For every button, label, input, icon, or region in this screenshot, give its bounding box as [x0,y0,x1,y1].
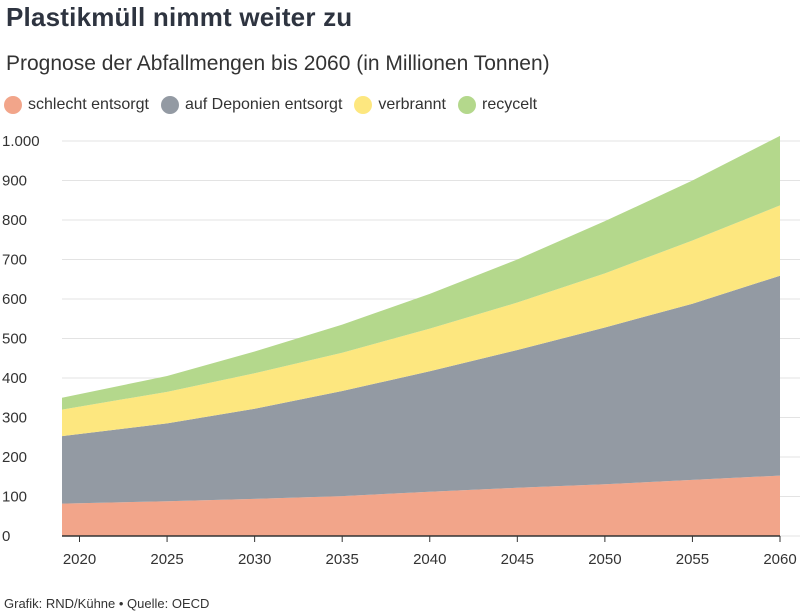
legend-label: schlecht entsorgt [28,96,149,113]
y-tick-label: 1.000 [2,133,40,150]
legend-label: auf Deponien entsorgt [184,96,343,113]
chart-title: Plastikmüll nimmt weiter zu [6,2,353,32]
legend-item-1: schlecht entsorgt [4,96,149,114]
legend-item-4: recycelt [458,96,537,114]
y-tick-label: 100 [2,489,27,506]
x-tick-label: 2020 [63,551,96,568]
y-tick-label: 600 [2,291,27,308]
legend-label: verbrannt [378,96,446,113]
legend-item-3: verbrannt [354,96,446,114]
area-schlecht-entsorgt [62,475,780,536]
area-auf-Deponien-entsorgt [62,275,780,504]
legend-swatch [458,96,476,114]
x-tick-label: 2025 [150,551,183,568]
legend-swatch [4,96,22,114]
y-tick-label: 900 [2,173,27,190]
legend: schlecht entsorgt auf Deponien entsorgt ve… [4,94,549,116]
y-tick-label: 400 [2,370,27,387]
x-tick-label: 2055 [676,551,709,568]
x-tick-label: 2050 [588,551,621,568]
legend-swatch [354,96,373,114]
x-tick-label: 2040 [413,551,446,568]
source-footer: Grafik: RND/Kühne • Quelle: OECD [4,596,210,611]
x-tick-label: 2035 [326,551,359,568]
y-tick-label: 0 [2,528,10,545]
y-tick-label: 500 [2,331,27,348]
y-tick-label: 300 [2,410,27,427]
legend-label: recycelt [482,96,538,113]
x-tick-label: 2030 [238,551,271,568]
x-tick-label: 2045 [501,551,534,568]
legend-swatch [160,96,179,114]
area-verbrannt [62,205,780,437]
chart-subtitle: Prognose der Abfallmengen bis 2060 (in M… [6,52,550,75]
legend-item-2: auf Deponien entsorgt [160,96,343,114]
y-tick-label: 700 [2,252,27,269]
area-chart: 0 100 200 300 400 500 600 700 800 900 1.000 2020 202… [2,133,800,568]
y-tick-label: 200 [2,449,27,466]
y-tick-label: 800 [2,212,27,229]
x-tick-label: 2060 [763,551,796,568]
